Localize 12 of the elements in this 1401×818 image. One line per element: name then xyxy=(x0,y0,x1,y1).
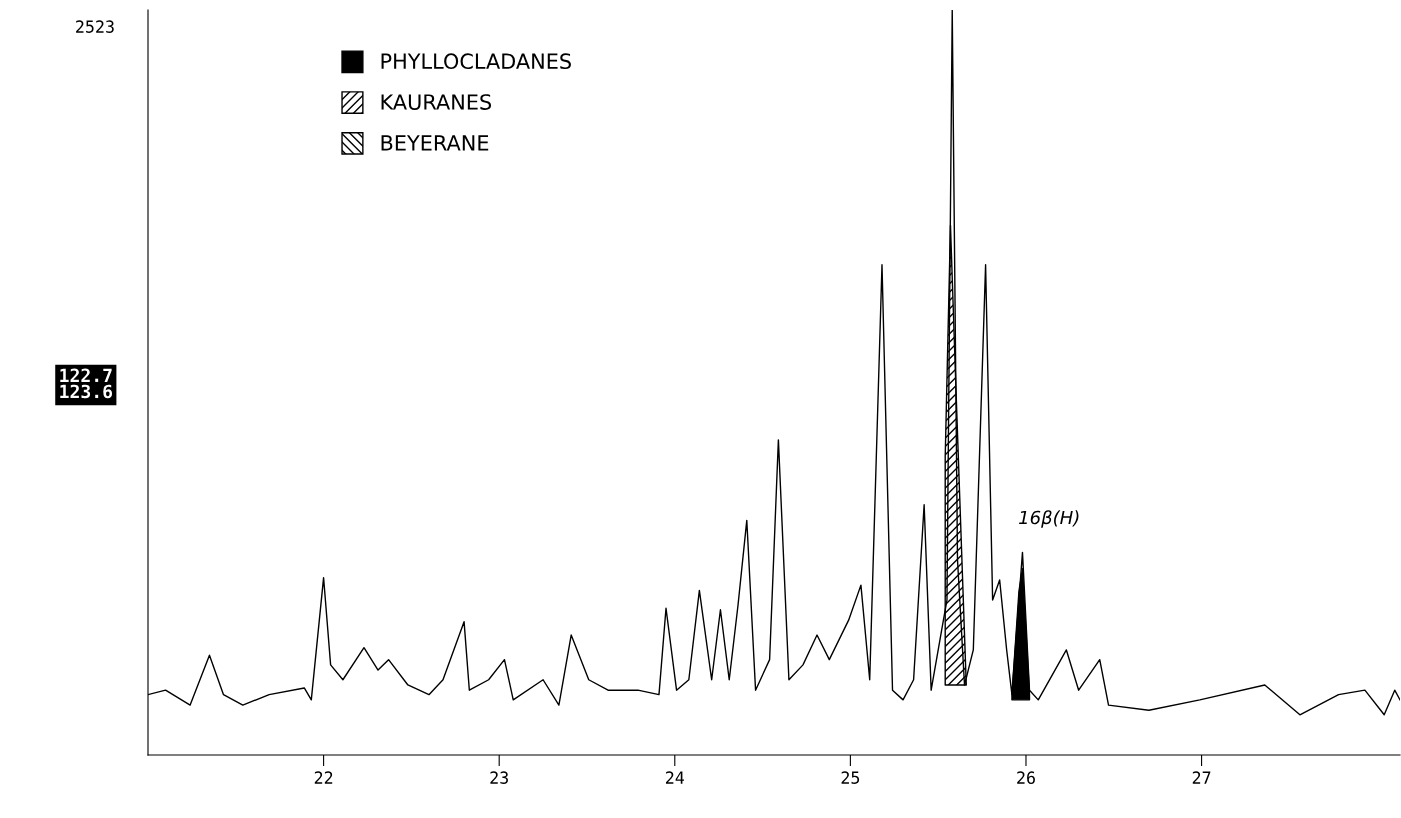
x-tick-label: 27 xyxy=(1192,771,1211,784)
x-tick-label: 24 xyxy=(665,771,685,784)
legend-label: PHYLLOCLADANES xyxy=(381,53,571,70)
x-tick-label: 26 xyxy=(1017,771,1035,784)
x-tick-label: 23 xyxy=(490,771,508,784)
legend-label: KAURANES xyxy=(381,94,492,110)
text: 2523 xyxy=(76,20,114,33)
legend-label: BEYERANE xyxy=(381,135,489,151)
x-tick-label: 25 xyxy=(841,771,860,784)
text: 122.7 123.6 xyxy=(60,368,113,399)
x-tick-label: 22 xyxy=(314,771,333,784)
annotation: 16β(H) xyxy=(1019,510,1079,528)
